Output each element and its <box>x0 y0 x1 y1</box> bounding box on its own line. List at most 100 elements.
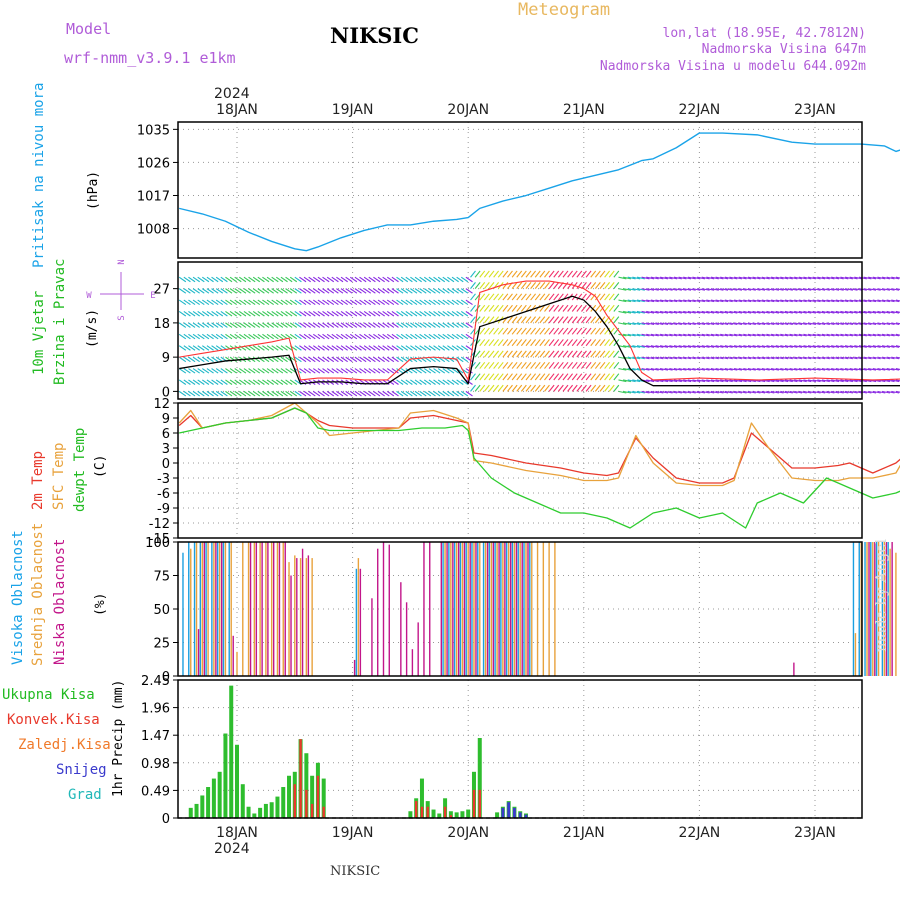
wind-barb <box>881 310 890 314</box>
wind-barb <box>594 373 601 381</box>
wind-barb <box>687 299 696 303</box>
wind-barb <box>576 316 583 324</box>
wind-barb <box>571 339 578 347</box>
wind-barb <box>336 368 344 374</box>
wind-barb <box>891 299 900 303</box>
wind-barb <box>780 310 789 314</box>
wind-barb <box>252 311 261 317</box>
wind-barb <box>465 379 473 385</box>
wind-barb <box>225 345 233 351</box>
wind-barb <box>807 333 817 337</box>
wind-barb <box>280 390 288 397</box>
wind-barb <box>872 390 881 394</box>
wind-barb <box>849 333 858 337</box>
wind-barb <box>604 361 611 369</box>
wind-barb <box>747 310 756 314</box>
wind-barb <box>655 310 664 314</box>
wind-barb <box>354 390 362 397</box>
model-elevation-label: Nadmorska Visina u modelu 644.092m <box>600 59 866 74</box>
wind-barb <box>720 299 729 303</box>
wind-barb <box>220 288 228 294</box>
wind-barb <box>308 311 316 317</box>
wind-barb <box>798 276 807 280</box>
wind-barb <box>817 288 826 291</box>
wind-barb <box>696 356 706 360</box>
wind-barb <box>525 384 532 392</box>
wind-barb <box>881 276 890 280</box>
wind-barb <box>724 390 733 394</box>
wind-barb <box>770 379 780 383</box>
wind-barb <box>881 333 890 337</box>
wind-barb <box>553 339 560 347</box>
wind-barb <box>618 390 627 394</box>
wind-barb <box>608 327 615 335</box>
precip-convective-bar <box>472 789 476 818</box>
wind-barb <box>715 276 724 280</box>
precip-total-bar <box>437 813 442 818</box>
wind-barb <box>257 299 265 306</box>
wind-barb <box>456 356 464 363</box>
wind-barb <box>312 333 321 340</box>
wind-barb <box>368 368 376 374</box>
wind-barb <box>239 288 247 294</box>
wind-barb <box>410 276 418 283</box>
wind-barb <box>275 299 284 306</box>
wind-barb <box>188 379 196 385</box>
wind-barb <box>877 345 886 348</box>
wind-barb <box>863 368 872 371</box>
wind-barb <box>211 322 219 328</box>
wind-barb <box>206 311 214 317</box>
wind-barb <box>220 311 228 317</box>
wind-barb <box>854 276 863 280</box>
wind-barb <box>539 327 546 335</box>
pressure-unit-label: (hPa) <box>86 171 101 210</box>
wind-barb <box>581 316 587 324</box>
wind-barb <box>548 270 555 278</box>
wind-barb <box>557 361 564 369</box>
wind-barb <box>701 299 710 303</box>
wind-barb <box>400 333 409 340</box>
wind-barb <box>423 345 432 351</box>
wind-barb <box>373 356 381 363</box>
wind-barb <box>669 379 678 383</box>
wind-barb <box>821 299 830 303</box>
wind-barb <box>858 356 867 360</box>
wind-barb <box>497 373 504 381</box>
y-tick-label: 1026 <box>137 156 170 171</box>
wind-barb <box>206 379 214 385</box>
wind-barb <box>581 384 587 392</box>
wind-barb <box>502 384 509 392</box>
pressure-side-label: Pritisak na nivou mora <box>31 83 47 268</box>
wind-barb <box>784 345 793 348</box>
wind-barb <box>419 368 427 374</box>
wind-barb <box>382 299 390 306</box>
wind-barb <box>183 368 191 374</box>
wind-barb <box>608 361 615 369</box>
wind-barb <box>757 299 766 303</box>
wind-barb <box>437 276 446 283</box>
wind-barb <box>627 322 636 326</box>
wind-barb <box>377 390 385 397</box>
wind-barb <box>743 379 752 383</box>
wind-barb <box>594 339 601 347</box>
wind-barb <box>368 345 376 351</box>
wind-barb <box>239 311 247 317</box>
wind-barb <box>414 299 422 306</box>
wind-barb <box>641 333 650 337</box>
wind-barb <box>581 350 587 358</box>
wind-barb <box>275 345 284 351</box>
wind-barb <box>581 339 587 347</box>
wind-barb <box>275 288 284 294</box>
wind-barb <box>192 368 200 374</box>
wind-barb <box>632 310 641 314</box>
wind-barb <box>835 345 844 348</box>
wind-barb <box>197 345 205 351</box>
wind-barb <box>710 299 719 303</box>
wind-barb <box>840 299 849 303</box>
wind-barb <box>248 390 256 397</box>
wind-barb <box>594 350 601 358</box>
wind-barb <box>349 390 358 397</box>
wind-barb <box>803 333 812 337</box>
wind-barb <box>844 310 854 314</box>
wind-barb <box>192 288 200 294</box>
